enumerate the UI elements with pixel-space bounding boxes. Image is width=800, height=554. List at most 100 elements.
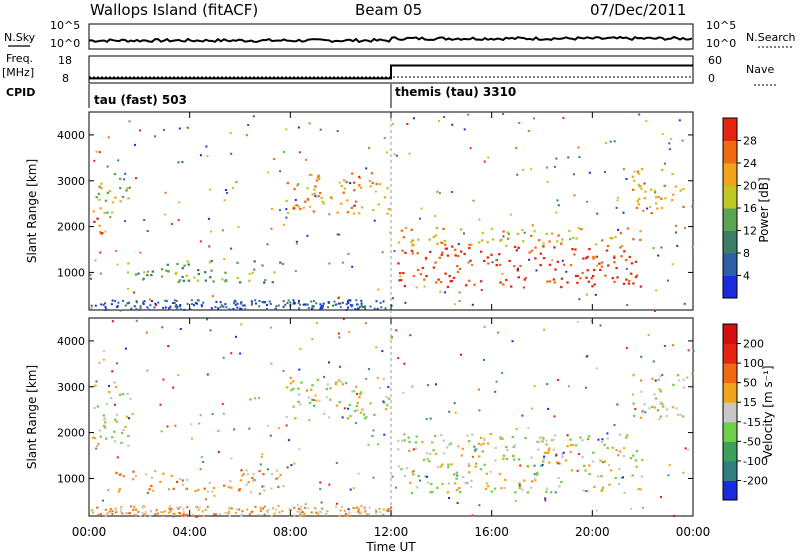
data-cell (98, 429, 102, 432)
data-cell (114, 507, 117, 510)
data-cell (257, 513, 260, 516)
data-cell (357, 510, 360, 513)
data-cell (468, 243, 471, 246)
data-cell (338, 401, 341, 404)
data-cell (415, 435, 418, 438)
data-cell (405, 467, 409, 470)
data-cell (296, 503, 299, 506)
data-cell (541, 440, 544, 443)
colorbar-swatch (723, 402, 737, 423)
data-cell (345, 181, 348, 184)
data-cell (176, 307, 179, 310)
data-cell (134, 273, 138, 276)
data-cell (319, 128, 322, 131)
data-cell (233, 428, 236, 431)
data-cell (458, 300, 461, 303)
data-cell (143, 219, 146, 222)
data-cell (522, 168, 525, 171)
data-cell (613, 261, 616, 264)
data-cell (391, 297, 394, 300)
data-cell (518, 482, 521, 485)
data-cell (577, 227, 580, 230)
data-cell (379, 301, 382, 304)
data-cell (233, 301, 236, 304)
data-cell (224, 303, 227, 306)
data-cell (573, 194, 576, 197)
data-cell (178, 201, 181, 204)
data-cell (555, 454, 557, 457)
data-cell (531, 224, 534, 227)
data-cell (198, 506, 201, 509)
data-cell (154, 302, 157, 305)
data-cell (531, 480, 534, 483)
data-cell (454, 254, 457, 257)
data-cell (286, 182, 289, 185)
data-cell (434, 452, 438, 456)
data-cell (487, 262, 490, 265)
data-cell (435, 281, 438, 284)
data-cell (360, 206, 364, 209)
data-cell (684, 447, 687, 450)
data-cell (466, 434, 469, 437)
data-cell (298, 151, 301, 154)
data-cell (632, 402, 635, 405)
data-cell (502, 457, 505, 460)
data-cell (653, 393, 656, 396)
data-cell (545, 166, 548, 169)
data-cell (161, 511, 164, 514)
data-cell (106, 211, 109, 214)
data-cell (576, 281, 579, 284)
data-cell (300, 381, 303, 384)
data-cell (605, 249, 609, 252)
data-cell (327, 306, 330, 309)
data-cell (362, 413, 366, 416)
data-cell (263, 281, 266, 284)
colorbar-tick-label: 200 (743, 338, 764, 351)
data-cell (574, 274, 578, 278)
data-cell (130, 505, 132, 508)
data-cell (316, 321, 318, 324)
data-cell (162, 378, 165, 381)
data-cell (100, 303, 103, 306)
data-cell (292, 505, 295, 508)
y-tick-label: 1000 (57, 472, 85, 485)
data-cell (337, 332, 340, 335)
data-cell (151, 270, 154, 273)
data-cell (347, 299, 350, 302)
data-cell (597, 438, 600, 441)
data-cell (240, 308, 243, 310)
data-cell (201, 305, 203, 308)
data-cell (317, 512, 320, 515)
data-cell (411, 385, 414, 388)
data-cell (445, 247, 448, 250)
data-cell (225, 189, 227, 191)
data-cell (576, 469, 579, 472)
data-cell (450, 191, 453, 193)
data-cell (619, 232, 623, 235)
data-cell (671, 263, 674, 266)
data-cell (600, 475, 603, 478)
data-cell (103, 417, 106, 420)
data-cell (570, 469, 574, 472)
data-cell (479, 250, 483, 253)
data-cell (623, 447, 626, 450)
data-cell (651, 377, 654, 380)
data-cell (347, 252, 350, 255)
data-cell (505, 446, 508, 449)
data-cell (554, 491, 557, 494)
data-cell (226, 192, 229, 194)
data-cell (241, 510, 244, 513)
data-cell (463, 252, 466, 256)
data-cell (672, 383, 675, 386)
data-cell (224, 280, 227, 283)
data-cell (292, 405, 295, 408)
data-cell (233, 299, 236, 302)
data-cell (297, 510, 300, 513)
data-cell (277, 476, 280, 479)
data-cell (182, 513, 185, 516)
data-cell (113, 381, 116, 384)
data-cell (671, 344, 674, 347)
data-cell (208, 261, 212, 264)
data-cell (432, 266, 436, 269)
data-cell (338, 514, 341, 517)
